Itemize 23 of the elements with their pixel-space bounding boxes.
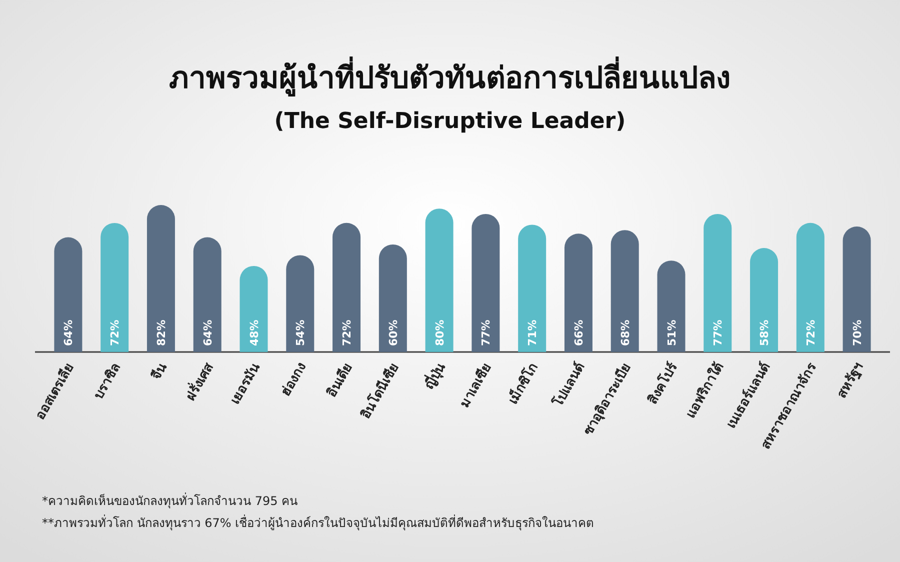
text: *ความคิดเห็นของนักลงทุนทั่วโลกจำนวน 795 คน	[42, 492, 298, 509]
chart-subtitle: (The Self-Disruptive Leader)	[274, 109, 626, 134]
data-label: 77%	[712, 320, 725, 346]
data-label: 64%	[62, 320, 76, 346]
data-label: 77%	[480, 320, 493, 346]
data-label: 66%	[572, 320, 586, 346]
chart-title: ภาพรวมผู้นำที่ปรับตัวทันต่อการเปลี่ยนแปลง	[169, 56, 731, 97]
x-tick-label: จีน	[148, 360, 170, 383]
text: **ภาพรวมทั่วโลก นักลงทุนราว 67% เชื่อว่าผู้นำองค์กรในปัจจุบันไม่มีคุณสมบัติที่ดีพอสำหรับธุรกิจในอนาคต	[42, 514, 594, 531]
data-label: 70%	[850, 320, 864, 346]
data-label: 54%	[294, 320, 308, 346]
data-label: 68%	[618, 320, 632, 346]
data-label: 48%	[248, 320, 261, 346]
data-label: 64%	[201, 320, 214, 346]
data-label: 80%	[433, 320, 446, 346]
data-label: 58%	[758, 320, 772, 346]
data-label: 72%	[340, 320, 354, 346]
data-label: 60%	[386, 320, 400, 346]
data-label: 51%	[665, 320, 678, 346]
data-label: 72%	[108, 320, 122, 346]
data-label: 71%	[526, 320, 540, 346]
data-label: 72%	[804, 320, 818, 346]
data-label: 82%	[154, 320, 168, 346]
